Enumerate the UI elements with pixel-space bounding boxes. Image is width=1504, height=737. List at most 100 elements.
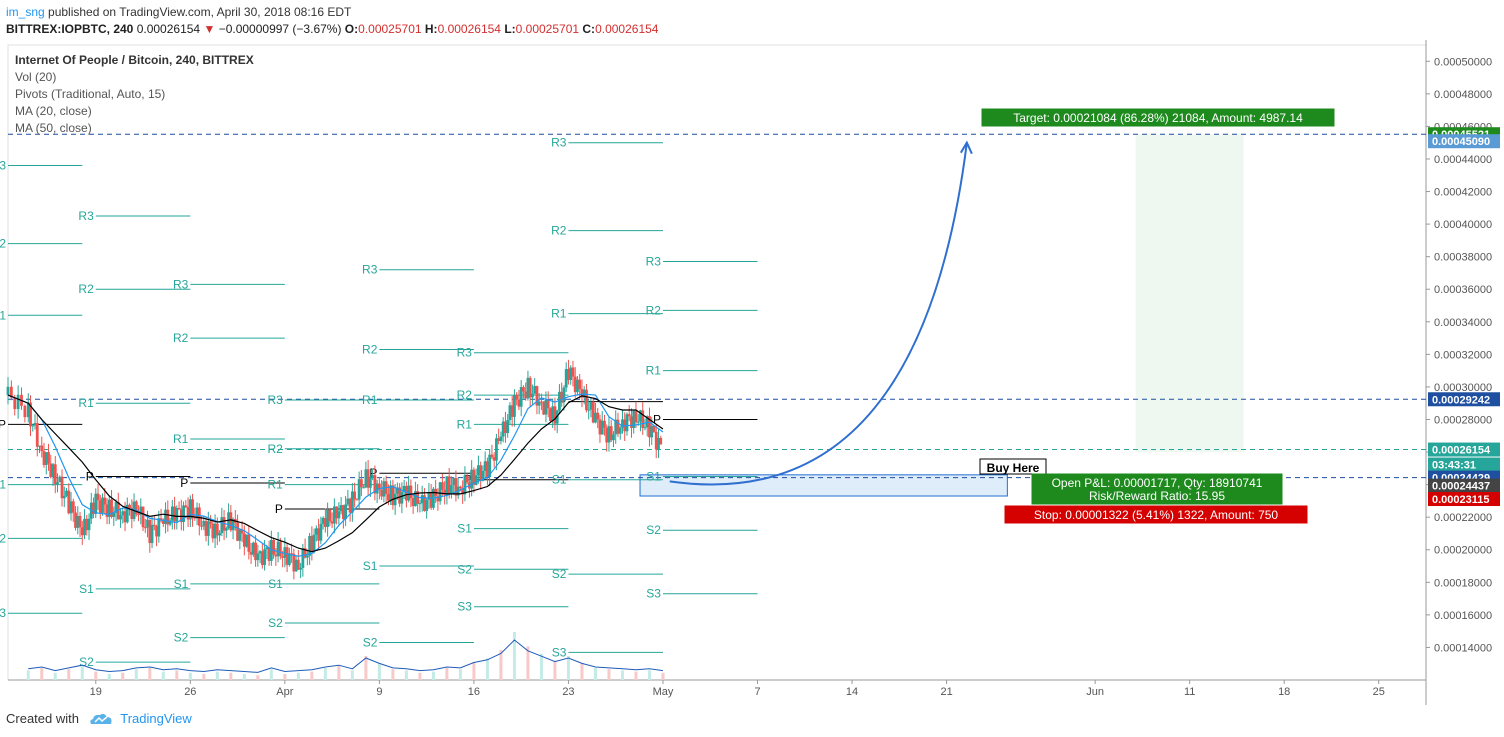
candle-body [319, 523, 323, 541]
candle-body [76, 515, 80, 528]
candle-body [238, 529, 242, 541]
close-value: 0.00026154 [595, 22, 659, 36]
candle-body [249, 551, 253, 555]
volume-bar [94, 671, 98, 680]
candle-body [49, 463, 53, 478]
tradingview-brand-link[interactable]: TradingView [120, 711, 192, 726]
candle-body [220, 517, 224, 534]
high-label: H: [424, 22, 438, 36]
down-arrow-icon: ▼ [203, 22, 216, 36]
pivot-label-p: P [86, 469, 94, 483]
x-tick-label: 19 [90, 686, 102, 698]
candle-body [332, 506, 336, 524]
volume-bar [67, 669, 71, 680]
candle-body [74, 512, 77, 528]
candle-body [382, 481, 386, 497]
candle-body [260, 551, 264, 565]
candle-body [87, 518, 91, 531]
volume-bar [553, 660, 557, 680]
candle-body [215, 523, 219, 536]
candle-body [630, 416, 633, 428]
candle-body [427, 492, 431, 500]
candle-body [213, 523, 217, 539]
y-tick-label: 0.00018000 [1434, 577, 1492, 589]
pivot-label-s2: S2 [268, 616, 283, 630]
candle-body [53, 464, 57, 485]
pivot-label-r3: R3 [362, 263, 378, 277]
author-link[interactable]: im_sng [6, 5, 45, 19]
candle-body [402, 485, 406, 493]
candle-body [411, 497, 415, 507]
published-text: published on TradingView.com, April 30, … [48, 5, 352, 19]
target-label[interactable] [981, 108, 1335, 127]
low-value: 0.00025701 [515, 22, 580, 36]
candle-body [477, 465, 480, 476]
price-chart[interactable]: R3 R2 R1 P S1 S2 S3 R3 R2 R1 P S1 S2 R3 R2 R1 P S1 S2 R3 R2 R… [0, 40, 1504, 705]
pivot-label-r1: R1 [0, 308, 6, 322]
legend-item-ma20[interactable]: MA (20, close) [15, 104, 92, 118]
candle-body [287, 553, 291, 565]
volume-bar [566, 656, 570, 680]
candle-body [551, 406, 555, 421]
buy-zone[interactable] [639, 474, 1008, 497]
volume-bar [188, 672, 192, 680]
candle-body [155, 526, 158, 537]
candle-body [348, 498, 352, 513]
volume-bar [148, 668, 152, 680]
candle-body [627, 414, 631, 417]
candle-body [497, 438, 501, 442]
y-tick-label: 0.00032000 [1434, 349, 1492, 361]
y-tick-label: 0.00030000 [1434, 382, 1492, 394]
candle-body [436, 496, 440, 502]
candle-body [587, 409, 591, 411]
pivot-label-r3: R3 [457, 346, 473, 360]
candle-body [206, 521, 210, 536]
x-tick-label: 26 [184, 686, 196, 698]
candle-body [447, 476, 451, 494]
candle-body [650, 425, 654, 438]
y-tick-label: 0.00042000 [1434, 187, 1492, 199]
volume-bar [647, 670, 651, 680]
candle-body [542, 401, 546, 415]
candle-body [380, 489, 384, 497]
x-tick-label: 23 [562, 686, 574, 698]
axis-price-tag [1428, 478, 1500, 493]
volume-bar [620, 670, 624, 680]
candle-body [161, 519, 165, 524]
axis-price-tag-label: 03:43:31 [1432, 460, 1476, 472]
candle-body [247, 534, 251, 552]
candle-body [504, 421, 507, 434]
pivot-label-p: P [653, 412, 661, 426]
candle-body [612, 434, 615, 441]
y-tick-label: 0.00034000 [1434, 317, 1492, 329]
stop-label[interactable] [1004, 505, 1308, 524]
volume-bar [134, 669, 138, 680]
volume-bar [175, 670, 179, 680]
pivot-label-r2: R2 [0, 237, 6, 251]
candle-body [13, 397, 17, 410]
volume-bar [445, 668, 449, 680]
volume-bar [121, 672, 125, 680]
candle-body [38, 445, 41, 447]
candle-body [558, 391, 561, 411]
volume-bar [661, 672, 665, 680]
legend-item-pivots[interactable]: Pivots (Traditional, Auto, 15) [15, 87, 166, 101]
pivot-label-s2: S2 [363, 636, 378, 650]
volume-bar [607, 669, 611, 680]
y-tick-label: 0.00016000 [1434, 610, 1492, 622]
projection-arrow[interactable] [669, 142, 968, 486]
position-pnl-label[interactable] [1031, 473, 1283, 505]
candle-body [510, 405, 514, 417]
pivot-label-r3: R3 [173, 277, 189, 291]
open-value: 0.00025701 [358, 22, 422, 36]
candle-body [389, 485, 393, 501]
candle-body [605, 427, 609, 443]
volume-bar [337, 665, 341, 680]
volume-bar [431, 671, 435, 680]
candle-body [110, 499, 113, 517]
legend-item-volume[interactable]: Vol (20) [15, 70, 57, 84]
candle-body [643, 427, 647, 429]
candle-body [540, 401, 543, 403]
buy-here-label[interactable] [979, 458, 1047, 475]
legend-item-ma50[interactable]: MA (50, close) [15, 121, 92, 135]
